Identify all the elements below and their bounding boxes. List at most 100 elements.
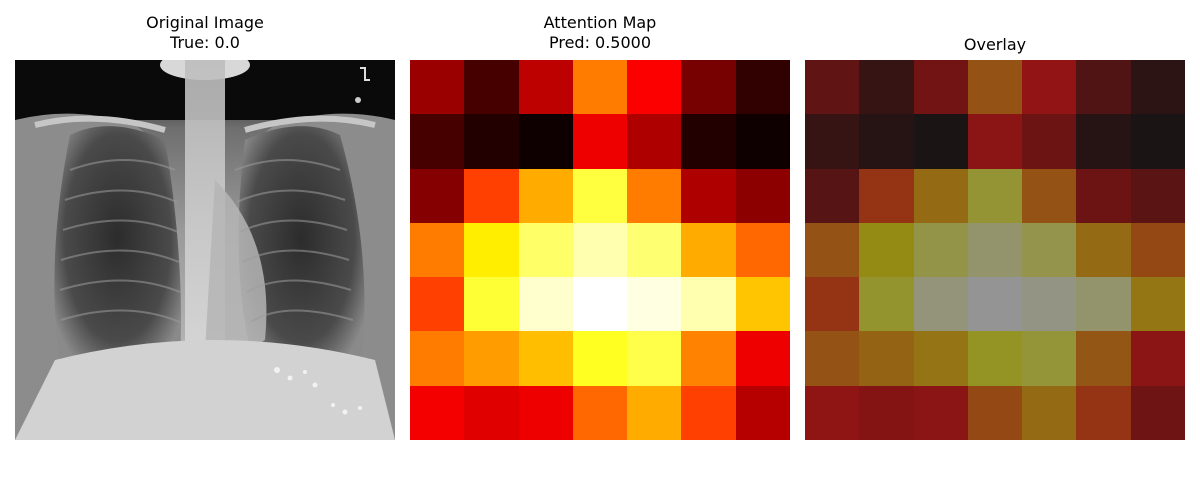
heatmap-cell	[464, 331, 519, 386]
overlay-cell	[1130, 331, 1185, 386]
overlay-cell	[1076, 114, 1131, 169]
heatmap-cell	[681, 331, 736, 386]
overlay-cell	[859, 277, 914, 332]
heatmap-cell	[572, 222, 628, 278]
heatmap-cell	[464, 114, 519, 169]
heatmap-cell	[681, 114, 736, 169]
overlay-cell	[1130, 222, 1185, 278]
heatmap-cell	[410, 385, 465, 440]
overlay-cell	[967, 114, 1023, 169]
heatmap-cell	[518, 168, 573, 223]
overlay-cell	[859, 114, 914, 169]
heatmap-cell	[464, 222, 519, 278]
overlay-cell	[913, 385, 968, 440]
attention-map-title: Attention Map Pred: 0.5000	[410, 13, 790, 53]
overlay-cell	[967, 60, 1023, 115]
heatmap-cell	[518, 222, 573, 278]
original-image-title-line1: Original Image	[146, 13, 264, 32]
overlay-cell	[805, 114, 860, 169]
attention-map-title-line1: Attention Map	[543, 13, 657, 32]
original-image-title: Original Image True: 0.0	[15, 13, 395, 53]
heatmap-cell	[572, 277, 628, 332]
heatmap-cell	[627, 385, 682, 440]
overlay-panel: Overlay	[805, 0, 1185, 500]
heatmap-cell	[410, 277, 465, 332]
heatmap-cell	[572, 60, 628, 115]
heatmap-cell	[627, 114, 682, 169]
overlay-cell	[1022, 277, 1077, 332]
overlay-cell	[967, 222, 1023, 278]
heatmap-cell	[518, 114, 573, 169]
heatmap-cell	[681, 60, 736, 115]
heatmap-cell	[518, 385, 573, 440]
overlay-cell	[805, 385, 860, 440]
overlay-cell	[1076, 331, 1131, 386]
heatmap-cell	[518, 277, 573, 332]
heatmap-cell	[518, 60, 573, 115]
heatmap-cell	[681, 168, 736, 223]
overlay-cell	[1076, 168, 1131, 223]
overlay-cell	[1130, 385, 1185, 440]
overlay-cell	[1130, 168, 1185, 223]
heatmap-cell	[627, 222, 682, 278]
overlay-cell	[1130, 114, 1185, 169]
overlay-cell	[1076, 277, 1131, 332]
overlay-title: Overlay	[805, 35, 1185, 55]
overlay-cell	[967, 385, 1023, 440]
overlay-cell	[1022, 385, 1077, 440]
overlay-cell	[1076, 60, 1131, 115]
heatmap-cell	[627, 331, 682, 386]
attention-heatmap	[410, 60, 790, 440]
overlay-cell	[913, 168, 968, 223]
heatmap-cell	[410, 114, 465, 169]
heatmap-cell	[572, 168, 628, 223]
overlay-cell	[1130, 60, 1185, 115]
overlay-cell	[805, 60, 860, 115]
overlay-heatmap	[805, 60, 1185, 440]
pred-label: Pred: 0.5000	[548, 33, 652, 52]
overlay-cell	[1022, 114, 1077, 169]
overlay-cell	[859, 168, 914, 223]
heatmap-cell	[681, 385, 736, 440]
overlay-title-line1: Overlay	[963, 35, 1027, 54]
heatmap-cell	[681, 277, 736, 332]
overlay-cell	[859, 222, 914, 278]
heatmap-cell	[735, 222, 790, 278]
heatmap-cell	[627, 60, 682, 115]
attention-map-panel: Attention Map Pred: 0.5000	[410, 0, 790, 500]
overlay-cell	[805, 168, 860, 223]
heatmap-cell	[627, 277, 682, 332]
heatmap-cell	[410, 168, 465, 223]
heatmap-cell	[518, 331, 573, 386]
heatmap-cell	[464, 168, 519, 223]
overlay-cell	[1022, 60, 1077, 115]
heatmap-cell	[681, 222, 736, 278]
overlay-cell	[859, 60, 914, 115]
heatmap-cell	[627, 168, 682, 223]
overlay-cell	[1076, 385, 1131, 440]
heatmap-cell	[464, 277, 519, 332]
overlay-cell	[967, 277, 1023, 332]
heatmap-cell	[735, 60, 790, 115]
heatmap-cell	[464, 60, 519, 115]
overlay-cell	[913, 277, 968, 332]
overlay-cell	[1076, 222, 1131, 278]
overlay-cell	[805, 331, 860, 386]
true-label: True: 0.0	[170, 33, 240, 52]
overlay-cell	[1022, 168, 1077, 223]
overlay-cell	[805, 222, 860, 278]
overlay-cell	[967, 331, 1023, 386]
heatmap-cell	[572, 331, 628, 386]
overlay-cell	[1022, 331, 1077, 386]
overlay-cell	[913, 114, 968, 169]
heatmap-cell	[572, 385, 628, 440]
overlay-cell	[1022, 222, 1077, 278]
overlay-cell	[913, 60, 968, 115]
heatmap-cell	[410, 331, 465, 386]
overlay-cell	[805, 277, 860, 332]
heatmap-cell	[410, 60, 465, 115]
heatmap-cell	[735, 114, 790, 169]
chest-xray-image	[15, 60, 395, 440]
overlay-cell	[967, 168, 1023, 223]
overlay-cell	[913, 222, 968, 278]
